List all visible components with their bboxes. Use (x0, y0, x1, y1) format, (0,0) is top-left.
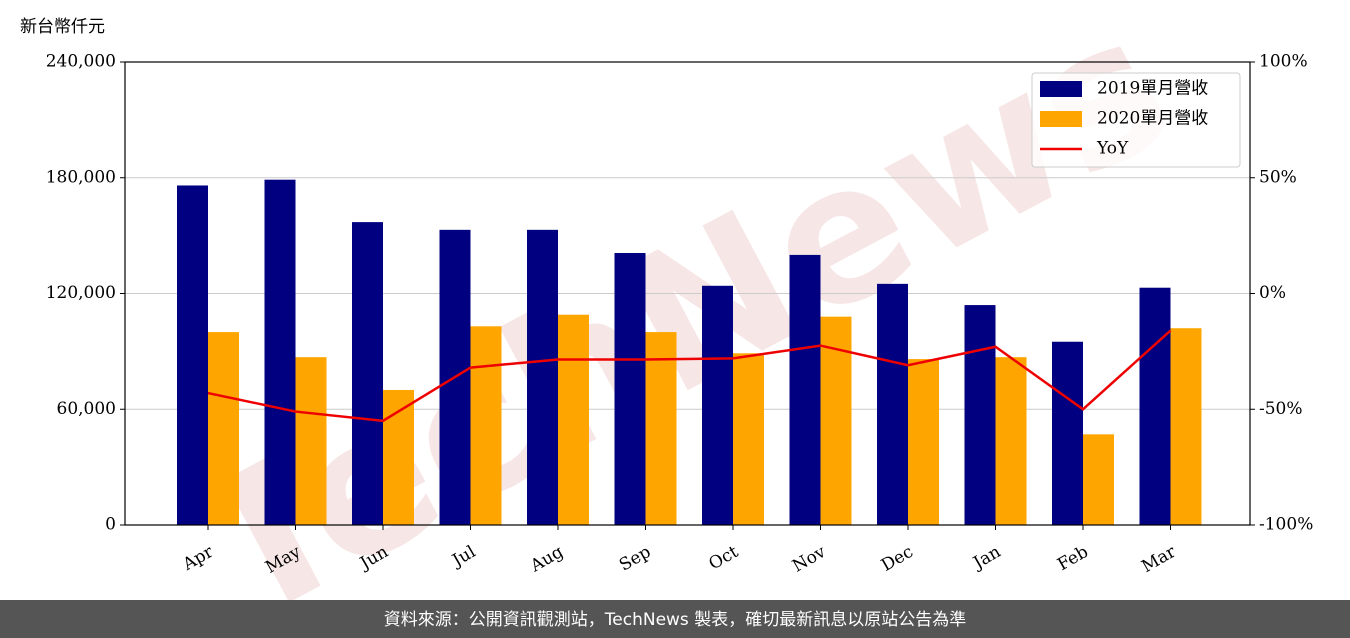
y2-tick-label: 100% (1259, 52, 1308, 72)
y-axis-label: 新台幣仟元 (20, 17, 105, 37)
bar (908, 359, 939, 525)
bar (614, 252, 646, 526)
bar (208, 332, 239, 525)
bar (527, 229, 558, 525)
bar (702, 285, 733, 525)
x-tick-label: Oct (706, 542, 742, 575)
bar (645, 332, 677, 525)
bar (733, 353, 764, 525)
legend-box (1031, 72, 1241, 168)
bar (352, 222, 383, 525)
x-tick-label: Mar (1138, 541, 1180, 577)
legend-label: 2020單月營收 (1097, 109, 1208, 129)
x-tick-label: Dec (878, 542, 917, 576)
bar (1083, 434, 1114, 525)
bar (789, 254, 821, 525)
bar (1170, 328, 1202, 525)
bar (264, 179, 296, 525)
bar (295, 357, 327, 525)
legend-label: YoY (1096, 139, 1129, 159)
y-tick-label: 0 (105, 515, 116, 535)
bar (1139, 287, 1171, 525)
bar (995, 357, 1027, 525)
bar (558, 314, 589, 525)
x-tick-label: Feb (1054, 542, 1092, 575)
y2-tick-label: 0% (1259, 283, 1286, 303)
bar (1052, 341, 1083, 525)
plot-frame (124, 61, 1251, 526)
bar (470, 326, 502, 525)
y2-tick-label: -50% (1259, 399, 1303, 419)
y-tick-label: 60,000 (57, 399, 116, 419)
x-tick-label: Aug (526, 542, 567, 577)
x-tick-label: Jan (968, 542, 1004, 574)
y-tick-label: 180,000 (46, 167, 116, 187)
legend-label: 2019單月營收 (1097, 79, 1208, 99)
line-series (207, 329, 1172, 423)
x-tick-label: Nov (789, 542, 829, 577)
y-tick-label: 240,000 (46, 52, 116, 72)
x-tick-label: Sep (616, 542, 654, 576)
y2-tick-label: 50% (1259, 167, 1297, 187)
bar (964, 305, 996, 525)
bar (177, 185, 208, 525)
footer-source: 資料來源：公開資訊觀測站，TechNews 製表，確切最新訊息以原站公告為準 (384, 610, 966, 630)
legend-swatch (1040, 111, 1082, 127)
legend-swatch (1040, 81, 1082, 97)
y2-tick-label: -100% (1259, 515, 1313, 535)
y-tick-label: 120,000 (46, 283, 116, 303)
bar (877, 283, 908, 525)
footer-bar (0, 600, 1350, 638)
